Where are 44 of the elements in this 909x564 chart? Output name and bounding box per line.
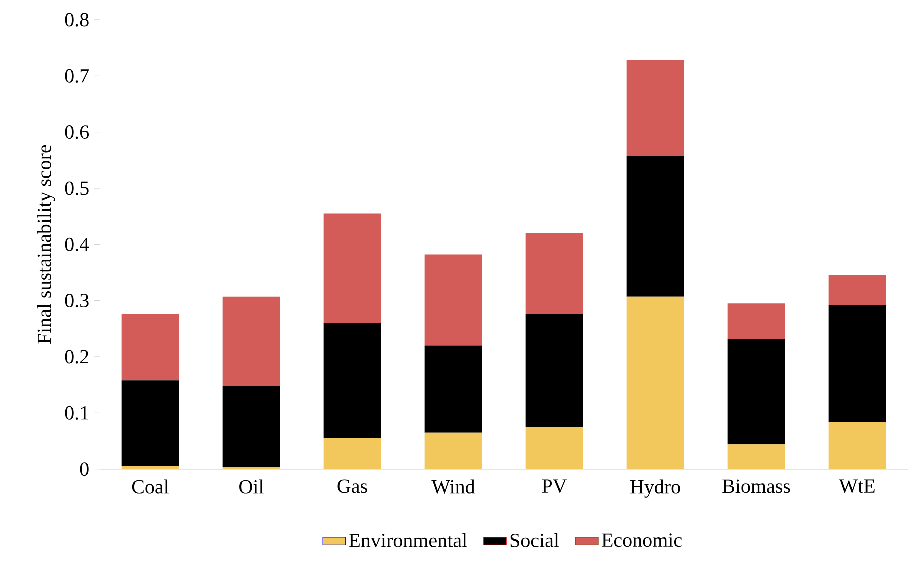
bar: [626, 156, 684, 297]
bar: [424, 254, 482, 346]
x-tick-label: Hydro: [630, 480, 680, 498]
bar: [526, 314, 584, 428]
y-tick-label: 0.8: [65, 13, 89, 27]
bar: [526, 233, 584, 314]
bar: [122, 314, 180, 381]
bar: [626, 60, 684, 156]
bar: [728, 444, 786, 470]
bar: [222, 296, 280, 386]
x-tick-label: WtE: [839, 480, 875, 494]
x-tick-label: Biomass: [722, 480, 790, 494]
bar: [828, 422, 886, 470]
y-tick-label: 0.1: [65, 406, 88, 420]
y-tick-label: 0: [80, 462, 89, 476]
x-tick-label: Coal: [132, 480, 169, 494]
y-axis-title: Final sustainability score: [37, 145, 56, 344]
bar: [828, 276, 886, 306]
legend-label: Environmental: [349, 533, 468, 548]
bar: [324, 438, 382, 470]
y-tick-label: 0.4: [65, 238, 90, 252]
bar: [526, 427, 584, 470]
bar: [424, 432, 482, 470]
bar: [222, 386, 280, 468]
x-tick-label: Oil: [240, 480, 264, 494]
bar: [728, 304, 786, 340]
y-tick-label: 0.5: [65, 182, 89, 196]
bar: [424, 346, 482, 433]
bar: [324, 214, 382, 324]
y-tick-label: 0.6: [65, 126, 90, 140]
bar: [122, 466, 180, 470]
bar: [324, 323, 382, 438]
bar: [728, 339, 786, 445]
x-tick-label: Gas: [338, 480, 368, 494]
x-tick-label: PV: [542, 480, 568, 494]
y-tick-label: 0.7: [65, 69, 90, 83]
y-tick-label: 0.3: [65, 294, 89, 308]
bar: [626, 296, 684, 470]
x-tick-label: Wind: [432, 480, 476, 494]
legend-label: Economic: [602, 534, 682, 548]
legend-label: Social: [510, 533, 560, 548]
y-tick-label: 0.2: [65, 350, 88, 364]
bar: [828, 305, 886, 422]
bar: [122, 380, 180, 467]
